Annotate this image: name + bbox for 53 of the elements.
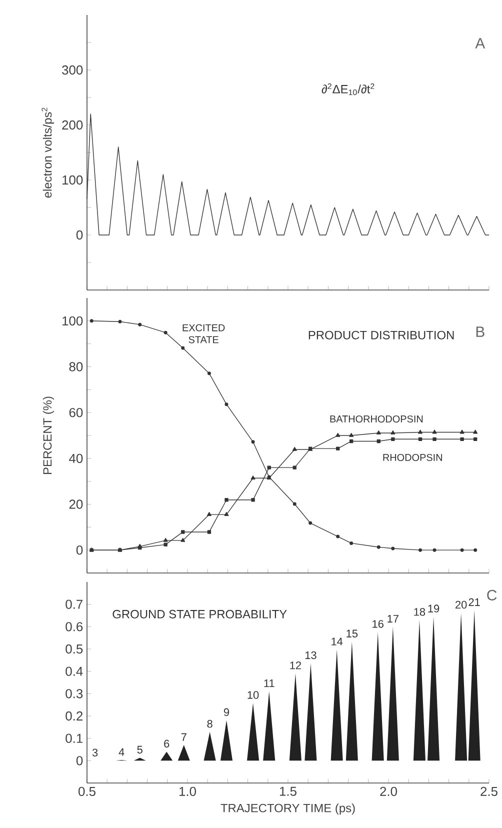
- y-tick-label: 0.5: [66, 644, 83, 654]
- annotation: B: [476, 326, 484, 337]
- series-label: BATHORHODOPSIN: [330, 415, 423, 423]
- annotation: 7: [181, 733, 186, 741]
- annotation: 20: [456, 600, 467, 609]
- y-tick-label: 80: [69, 362, 83, 372]
- annotation: 4: [118, 748, 124, 756]
- annotation: 11: [264, 679, 274, 688]
- series-label: RHODOPSIN: [383, 454, 442, 462]
- y-tick-label: 0.7: [66, 600, 82, 609]
- x-tick-label: 1.0: [179, 786, 196, 796]
- annotation: 16: [372, 620, 384, 628]
- series-label: EXCITED STATE: [182, 324, 225, 344]
- y-tick-label: 300: [62, 65, 83, 75]
- x-tick-label: 1.5: [280, 786, 296, 796]
- x-tick-label: 2.5: [480, 786, 498, 796]
- y-tick-label: 0.2: [66, 711, 82, 721]
- y-axis-title: PERCENT (%): [42, 396, 54, 474]
- text: GROUND STATE PROBABILITY: [112, 610, 287, 618]
- y-tick-label: 0: [76, 756, 83, 766]
- y-tick-label: 60: [69, 408, 83, 418]
- annotation: 13: [305, 651, 316, 660]
- y-tick-label: 0: [76, 230, 83, 240]
- y-tick-label: 20: [69, 500, 83, 509]
- y-tick-label: 100: [62, 175, 83, 185]
- y-tick-label: 0.6: [66, 622, 83, 632]
- annotation: 15: [346, 630, 358, 638]
- y-tick-label: 0.1: [66, 734, 83, 743]
- annotation: 14: [332, 638, 343, 646]
- y-tick-label: 200: [62, 120, 83, 130]
- y-tick-label: 40: [69, 454, 83, 463]
- y-tick-label: 0.3: [66, 689, 83, 698]
- y-tick-label: 100: [62, 316, 83, 326]
- annotation: 6: [164, 740, 170, 748]
- annotation: C: [487, 590, 497, 600]
- annotation: 5: [137, 746, 142, 754]
- annotation: 8: [207, 720, 212, 728]
- x-tick-label: 2.0: [380, 786, 397, 796]
- text: PRODUCT DISTRIBUTION: [308, 330, 454, 340]
- annotation: A: [475, 38, 486, 48]
- annotation: 12: [290, 662, 301, 670]
- annotation: 21: [468, 598, 480, 606]
- annotation: 9: [224, 708, 230, 716]
- annotation: 18: [414, 608, 426, 616]
- annotation: 10: [248, 691, 259, 699]
- annotation: 17: [388, 614, 398, 622]
- y-tick-label: 0.4: [66, 666, 83, 676]
- x-axis-title: TRAJECTORY TIME (ps): [220, 804, 355, 815]
- y-axis-title: electron volts/ps$^{2}$: [42, 108, 54, 198]
- text: ∂$^{2}$ΔE$_{10}$/∂t$^{2}$: [322, 83, 374, 96]
- y-tick-label: 0: [76, 545, 83, 555]
- annotation: 19: [428, 604, 440, 612]
- annotation: 3: [92, 748, 98, 756]
